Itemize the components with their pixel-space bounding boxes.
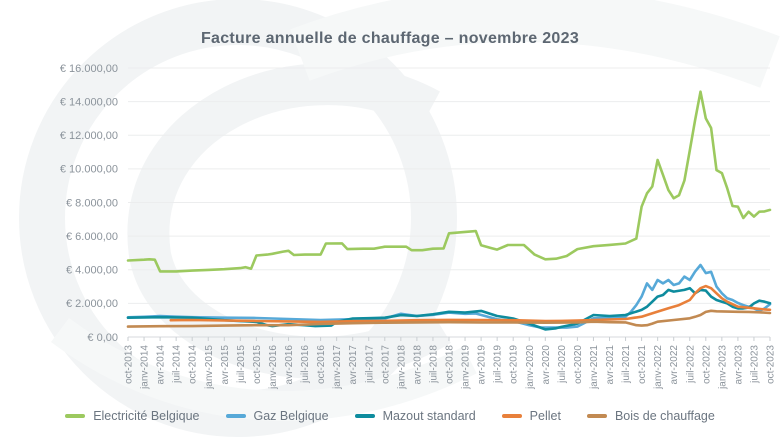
x-axis-label: avr-2017 <box>348 345 359 385</box>
legend-item-bois-de-chauffage[interactable]: Bois de chauffage <box>586 409 715 423</box>
x-axis-label: avr-2014 <box>156 345 167 385</box>
x-axis-label: avr-2018 <box>412 345 423 385</box>
x-axis-label: avr-2015 <box>220 345 231 385</box>
x-axis-label: janv-2019 <box>461 345 472 390</box>
x-axis-label: janv-2016 <box>268 345 279 390</box>
legend-item-mazout-standard[interactable]: Mazout standard <box>354 409 476 423</box>
x-axis-label: janv-2014 <box>140 345 151 390</box>
y-axis-label: € 16.000,00 <box>60 63 118 75</box>
x-axis-label: juil-2021 <box>621 345 632 384</box>
x-axis-label: oct-2021 <box>637 345 648 384</box>
x-axis-label: oct-2022 <box>701 345 712 384</box>
legend-label: Bois de chauffage <box>614 409 715 423</box>
y-axis-label: € 12.000,00 <box>60 130 118 142</box>
x-axis-label: janv-2018 <box>396 345 407 390</box>
x-axis-label: avr-2020 <box>541 345 552 385</box>
y-axis-label: € 2.000,00 <box>66 298 118 310</box>
series-line-bois-de-chauffage <box>126 309 772 328</box>
legend-label: Mazout standard <box>382 409 476 423</box>
chart-legend: Electricité Belgique Gaz Belgique Mazout s… <box>0 409 780 423</box>
chart-title: Facture annuelle de chauffage – novembre… <box>200 30 580 47</box>
series-line-gaz-belgique <box>126 263 772 329</box>
x-axis-label: juil-2020 <box>557 345 568 384</box>
x-axis-label: janv-2015 <box>204 345 215 390</box>
x-axis-label: janv-2020 <box>525 345 536 390</box>
legend-marker-bois-de-chauffage <box>586 414 607 418</box>
y-axis-label: € 6.000,00 <box>66 231 118 243</box>
legend-item-pellet[interactable]: Pellet <box>501 409 561 423</box>
y-axis-label: € 0,00 <box>87 332 118 344</box>
x-axis-label: juil-2023 <box>749 345 760 384</box>
x-axis-label: janv-2023 <box>717 345 728 390</box>
x-axis-label: avr-2021 <box>605 345 616 385</box>
x-axis-label: oct-2020 <box>573 345 584 384</box>
series-line-electricite-belgique <box>126 90 772 273</box>
x-axis-label: oct-2018 <box>445 345 456 384</box>
legend-marker-gaz-belgique <box>225 414 246 418</box>
x-axis-label: oct-2017 <box>380 345 391 384</box>
x-axis-label: avr-2023 <box>733 345 744 385</box>
x-axis-label: oct-2013 <box>124 345 135 384</box>
y-axis-label: € 4.000,00 <box>66 265 118 277</box>
legend-item-electricite-belgique[interactable]: Electricité Belgique <box>65 409 200 423</box>
x-axis-label: avr-2019 <box>477 345 488 385</box>
x-axis-label: oct-2019 <box>509 345 520 384</box>
legend-label: Pellet <box>529 409 561 423</box>
x-axis-label: avr-2016 <box>284 345 295 385</box>
x-axis-label: juil-2016 <box>300 345 311 384</box>
y-axis-label: € 10.000,00 <box>60 164 118 176</box>
x-axis-label: oct-2014 <box>188 345 199 384</box>
x-axis-label: juil-2014 <box>172 345 183 384</box>
legend-item-gaz-belgique[interactable]: Gaz Belgique <box>225 409 329 423</box>
x-axis-label: janv-2022 <box>653 345 664 390</box>
legend-marker-mazout-standard <box>354 414 375 418</box>
legend-label: Gaz Belgique <box>253 409 329 423</box>
x-axis-label: oct-2023 <box>766 345 777 384</box>
x-axis-label: juil-2017 <box>364 345 375 384</box>
x-axis-label: juil-2015 <box>236 345 247 384</box>
y-axis-label: € 8.000,00 <box>66 197 118 209</box>
x-axis-label: janv-2021 <box>589 345 600 390</box>
y-axis-label: € 14.000,00 <box>60 96 118 108</box>
x-axis-label: janv-2017 <box>332 345 343 390</box>
x-axis-label: oct-2016 <box>316 345 327 384</box>
x-axis-label: juil-2022 <box>685 345 696 384</box>
x-axis-label: juil-2018 <box>428 345 439 384</box>
x-axis-label: avr-2022 <box>669 345 680 385</box>
legend-marker-electricite-belgique <box>65 414 86 418</box>
x-axis-label: juil-2019 <box>493 345 504 384</box>
series-line-pellet <box>169 284 772 324</box>
legend-marker-pellet <box>501 414 522 418</box>
legend-label: Electricité Belgique <box>93 409 200 423</box>
x-axis-label: oct-2015 <box>252 345 263 384</box>
